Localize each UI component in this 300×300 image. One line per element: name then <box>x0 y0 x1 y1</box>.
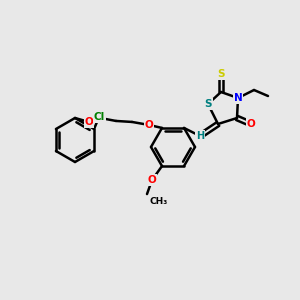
Text: S: S <box>217 69 225 79</box>
Text: O: O <box>85 117 93 127</box>
Text: CH₃: CH₃ <box>149 197 167 206</box>
Text: O: O <box>148 175 156 185</box>
Text: H: H <box>196 131 204 141</box>
Text: Cl: Cl <box>93 112 105 122</box>
Text: S: S <box>204 99 212 109</box>
Text: O: O <box>145 120 153 130</box>
Text: N: N <box>234 93 242 103</box>
Text: O: O <box>247 119 255 129</box>
